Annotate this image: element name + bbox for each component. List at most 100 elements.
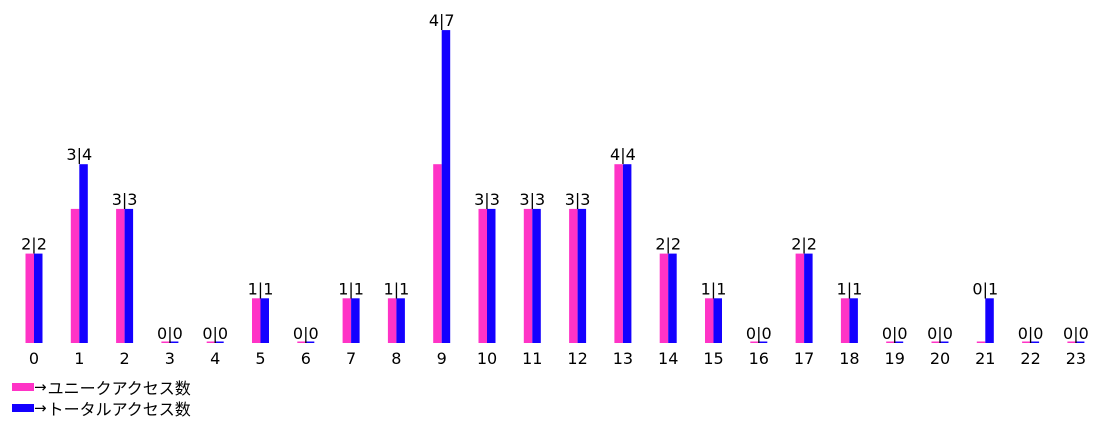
x-tick-label-19: 19 [885,349,905,368]
bar-value-label-23: 0|0 [1063,324,1089,343]
bar-total-20 [940,341,949,343]
legend-item-total: → トータルアクセス数 [12,397,191,419]
bar-unique-18 [840,298,850,343]
bar-unique-12 [569,208,578,343]
bar-unique-2 [116,208,125,343]
legend-swatch-unique [12,382,34,391]
bar-value-label-9: 4|7 [429,11,455,30]
bar-unique-7 [342,298,352,343]
x-tick-label-15: 15 [703,349,723,368]
bar-unique-4 [206,341,216,343]
x-tick-label-20: 20 [930,349,950,368]
bar-unique-3 [161,341,170,343]
legend-swatch-total [12,403,34,412]
x-tick-label-13: 13 [613,349,633,368]
bar-value-label-5: 1|1 [248,279,274,298]
bar-total-13 [622,164,632,343]
bar-total-4 [215,341,224,343]
bar-unique-22 [1022,341,1031,343]
bar-value-label-0: 2|2 [21,235,47,254]
bar-unique-0 [25,253,34,343]
bar-total-15 [713,298,722,343]
bar-unique-20 [931,341,940,343]
x-tick-label-9: 9 [437,349,447,368]
x-tick-label-0: 0 [29,349,39,368]
legend-item-unique: → ユニークアクセス数 [12,376,191,398]
bar-value-label-20: 0|0 [927,324,953,343]
bar-total-18 [849,298,858,343]
legend-arrow: → [34,377,47,396]
bar-total-14 [668,253,677,343]
x-tick-label-1: 1 [74,349,84,368]
bar-value-label-3: 0|0 [157,324,183,343]
bar-unique-13 [614,164,623,343]
bar-total-11 [532,208,541,343]
legend: → ユニークアクセス数 → トータルアクセス数 [12,376,191,419]
bar-total-7 [351,298,360,343]
x-tick-label-11: 11 [522,349,542,368]
x-tick-label-5: 5 [255,349,265,368]
bar-value-label-17: 2|2 [791,235,817,254]
bar-value-label-10: 3|3 [474,190,500,209]
x-tick-label-6: 6 [301,349,311,368]
x-tick-label-3: 3 [165,349,175,368]
bar-unique-14 [659,253,669,343]
x-tick-label-2: 2 [120,349,130,368]
bar-unique-11 [523,208,533,343]
bar-total-23 [1075,341,1085,343]
bar-unique-8 [387,298,397,343]
bar-unique-19 [886,341,895,343]
x-tick-label-14: 14 [658,349,678,368]
bar-value-label-8: 1|1 [384,279,410,298]
bar-total-9 [441,30,451,343]
bar-unique-10 [478,208,487,343]
x-tick-label-23: 23 [1066,349,1086,368]
bar-unique-23 [1067,341,1076,343]
bar-total-17 [804,253,813,343]
bar-value-label-12: 3|3 [565,190,591,209]
bar-total-0 [34,253,43,343]
bar-unique-6 [297,341,306,343]
x-tick-label-18: 18 [839,349,859,368]
x-tick-label-8: 8 [391,349,401,368]
bar-value-label-14: 2|2 [655,235,681,254]
x-tick-label-4: 4 [210,349,220,368]
legend-arrow: → [34,398,47,417]
legend-label-total: トータルアクセス数 [47,399,191,419]
bar-total-10 [487,208,496,343]
bar-total-6 [305,341,315,343]
bar-value-label-2: 3|3 [112,190,138,209]
bar-unique-1 [70,208,80,343]
bar-value-label-7: 1|1 [338,279,364,298]
legend-label-unique: ユニークアクセス数 [47,378,191,398]
bar-total-19 [894,341,904,343]
bar-value-label-19: 0|0 [882,324,908,343]
bar-total-21 [985,298,994,343]
bar-unique-16 [750,341,759,343]
bar-value-label-15: 1|1 [701,279,727,298]
x-tick-label-22: 22 [1020,349,1040,368]
bar-value-label-11: 3|3 [519,190,545,209]
x-tick-label-21: 21 [975,349,995,368]
bar-unique-5 [252,298,261,343]
bar-value-label-21: 0|1 [972,279,998,298]
bar-total-12 [577,208,587,343]
bar-value-label-1: 3|4 [66,145,92,164]
bar-total-5 [260,298,269,343]
x-tick-label-7: 7 [346,349,356,368]
bar-value-label-22: 0|0 [1018,324,1044,343]
bar-value-label-13: 4|4 [610,145,636,164]
bar-value-label-4: 0|0 [202,324,228,343]
x-tick-label-16: 16 [749,349,769,368]
bar-total-16 [758,341,768,343]
bar-total-2 [124,208,134,343]
bar-unique-9 [433,164,442,343]
bar-unique-15 [705,298,714,343]
bar-unique-17 [795,253,805,343]
x-tick-label-12: 12 [567,349,587,368]
bar-value-label-16: 0|0 [746,324,772,343]
x-tick-label-17: 17 [794,349,814,368]
bar-total-3 [169,341,179,343]
bar-total-1 [79,164,88,343]
